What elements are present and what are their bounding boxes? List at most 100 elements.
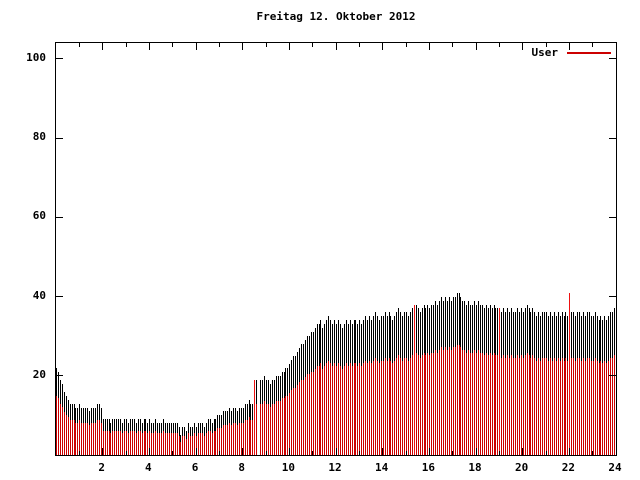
bar — [340, 324, 341, 455]
bar — [406, 312, 407, 455]
bar-cap — [202, 423, 203, 434]
bar-cap — [490, 304, 491, 353]
bar — [379, 320, 380, 455]
bar-cap — [83, 407, 84, 423]
bar — [171, 423, 172, 455]
bar — [429, 308, 430, 455]
bar-cap — [103, 419, 104, 431]
bar-cap — [389, 312, 390, 358]
bar-cap — [385, 312, 386, 358]
bar-cap — [476, 304, 477, 353]
bar — [369, 316, 370, 455]
bar — [301, 344, 302, 455]
bar-cap — [494, 304, 495, 353]
bar-cap — [365, 316, 366, 361]
bar — [532, 308, 533, 455]
bar-cap — [455, 296, 456, 348]
bar — [291, 359, 292, 455]
bar-cap — [560, 316, 561, 361]
bar-cap — [132, 419, 133, 431]
bar-cap — [301, 344, 302, 380]
bar — [402, 316, 403, 455]
bar — [363, 320, 364, 455]
bar — [215, 419, 216, 455]
x-tick-label: 2 — [98, 461, 105, 474]
bar — [101, 407, 102, 455]
bar — [472, 304, 473, 455]
bar-cap — [599, 320, 600, 364]
bar — [155, 419, 156, 455]
bar — [556, 316, 557, 455]
bar — [287, 367, 288, 455]
bar-cap — [64, 391, 65, 412]
bar — [585, 316, 586, 455]
bar-cap — [453, 296, 454, 348]
bar — [476, 304, 477, 455]
bar — [120, 419, 121, 455]
x-tick-label: 24 — [608, 461, 622, 474]
bar-cap — [165, 423, 166, 434]
bar-cap — [66, 395, 67, 415]
bar — [433, 304, 434, 455]
bar-cap — [336, 324, 337, 367]
x-tick-label: 12 — [328, 461, 342, 474]
bar — [112, 419, 113, 455]
bar — [521, 308, 522, 455]
bar-cap — [459, 292, 460, 345]
bar-cap — [289, 363, 290, 394]
bar-cap — [192, 427, 193, 437]
y-tick-label: 60 — [32, 209, 46, 223]
bar-cap — [433, 304, 434, 353]
bar-cap — [225, 411, 226, 426]
bar — [163, 419, 164, 455]
bar — [75, 407, 76, 455]
bar-cap — [305, 340, 306, 377]
bar-cap — [177, 423, 178, 434]
bar — [245, 403, 246, 455]
bar-cap — [604, 316, 605, 361]
bar — [309, 336, 310, 455]
bar-cap — [231, 411, 232, 426]
bar — [289, 363, 290, 455]
bar-cap — [147, 423, 148, 434]
bar-cap — [424, 304, 425, 353]
bar — [365, 316, 366, 455]
bar — [540, 316, 541, 455]
x-tick-label: 10 — [281, 461, 295, 474]
bar — [332, 324, 333, 455]
bar-cap — [554, 312, 555, 358]
bar — [319, 324, 320, 455]
bar — [383, 316, 384, 455]
bar-cap — [109, 419, 110, 431]
legend-line-sample — [567, 51, 611, 54]
bar — [208, 419, 209, 455]
bar — [470, 304, 471, 455]
bar — [373, 316, 374, 455]
bar — [278, 375, 279, 455]
bar — [169, 423, 170, 455]
bar — [134, 419, 135, 455]
bar-cap — [383, 316, 384, 361]
bar-cap — [155, 419, 156, 431]
bar-cap — [472, 304, 473, 353]
bar — [87, 407, 88, 455]
bar-cap — [441, 296, 442, 348]
bar — [231, 411, 232, 455]
bar — [190, 427, 191, 455]
bar-cap — [567, 316, 568, 361]
bar-cap — [583, 312, 584, 358]
bar — [577, 312, 578, 455]
bar-cap — [562, 312, 563, 358]
bar-cap — [134, 419, 135, 431]
bar — [317, 324, 318, 455]
bar-cap — [264, 375, 265, 402]
bar-cap — [602, 320, 603, 364]
bar — [478, 300, 479, 455]
bar-cap — [474, 300, 475, 350]
bar-cap — [75, 407, 76, 423]
bar-cap — [564, 316, 565, 361]
bar-cap — [276, 375, 277, 402]
bar-cap — [309, 336, 310, 375]
bar-cap — [416, 304, 417, 353]
bar — [509, 312, 510, 455]
